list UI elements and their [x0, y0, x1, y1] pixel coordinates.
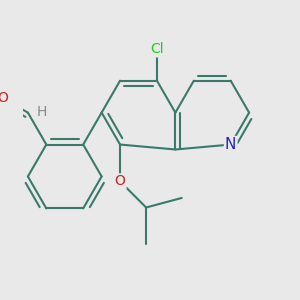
Text: O: O — [115, 174, 125, 188]
Text: N: N — [225, 137, 236, 152]
Text: H: H — [37, 105, 47, 118]
Text: O: O — [0, 91, 8, 105]
Text: Cl: Cl — [150, 42, 164, 56]
